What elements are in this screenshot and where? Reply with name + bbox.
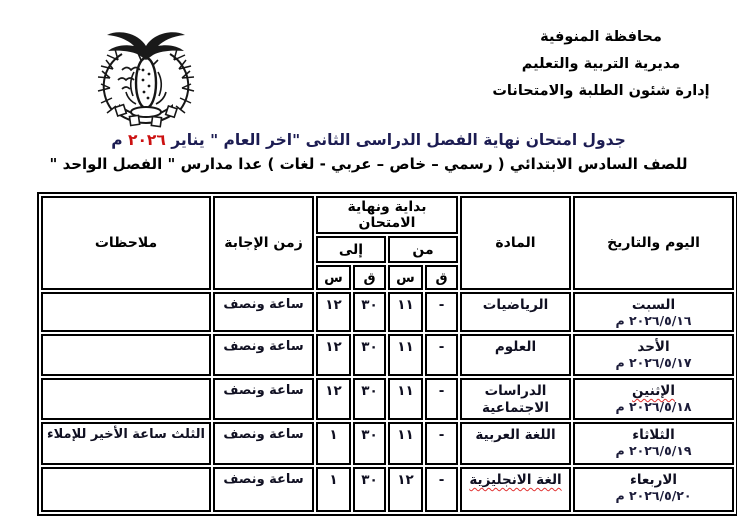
to-minute-cell: ٣٠ [353, 467, 386, 512]
from-minute-cell: - [425, 378, 458, 420]
from-minute-cell: - [425, 422, 458, 465]
subtitle-grade-line: للصف السادس الابتدائي ( رسمي – خاص – عرب… [49, 155, 688, 173]
to-hour-cell: ١٢ [316, 378, 351, 420]
table-row: الإثنين ٢٠٢٦/٥/١٨ م الدراسات الاجتماعية … [41, 378, 734, 420]
to-minute-cell: ٣٠ [353, 334, 386, 376]
header-to: إلى [316, 236, 386, 263]
emblem-logo [86, 20, 206, 134]
notes-cell [41, 334, 211, 376]
title-year: ٢٠٢٦ [128, 131, 166, 149]
subject-cell: اللغة العربية [460, 422, 571, 465]
to-hour-cell: ١ [316, 422, 351, 465]
org-header: محافظة المنوفية مديرية التربية والتعليم … [471, 24, 731, 105]
day-date: ٢٠٢٦/٥/٢٠ م [615, 488, 692, 503]
header-duration: زمن الإجابة [213, 196, 314, 290]
header-day-date: اليوم والتاريخ [573, 196, 734, 290]
from-minute-cell: - [425, 292, 458, 332]
notes-cell [41, 467, 211, 512]
day-date: ٢٠٢٦/٥/١٨ م [615, 399, 692, 414]
header-from-minute: ق [425, 265, 458, 290]
from-hour-cell: ١١ [388, 422, 423, 465]
duration-cell: ساعة ونصف [213, 334, 314, 376]
header-subject: المادة [460, 196, 571, 290]
table-row: الثلاثاء ٢٠٢٦/٥/١٩ م اللغة العربية - ١١ … [41, 422, 734, 465]
document-titles: جدول امتحان نهاية الفصل الدراسى الثانى "… [0, 131, 737, 173]
subject-cell: الغة الانجليزية [460, 467, 571, 512]
day-name: الاربعاء [629, 472, 678, 488]
subject-cell: الرياضيات [460, 292, 571, 332]
day-date: ٢٠٢٦/٥/١٦ م [615, 313, 692, 328]
subject-cell: العلوم [460, 334, 571, 376]
to-minute-cell: ٣٠ [353, 422, 386, 465]
main-title: جدول امتحان نهاية الفصل الدراسى الثانى "… [0, 131, 737, 149]
header-exam-time-group: بداية ونهاية الامتحان [316, 196, 458, 234]
day-date: ٢٠٢٦/٥/١٧ م [615, 355, 692, 370]
day-name-spellcheck: الإثنين [632, 383, 675, 399]
duration-cell: ساعة ونصف [213, 467, 314, 512]
to-minute-cell: ٣٠ [353, 292, 386, 332]
org-line-administration: إدارة شئون الطلبة والامتحانات [492, 83, 710, 99]
exam-schedule-document: { "org": { "lines": [ "محافظة المنوفية",… [0, 20, 737, 516]
org-line-governorate: محافظة المنوفية [540, 29, 662, 45]
from-hour-cell: ١٢ [388, 467, 423, 512]
from-minute-cell: - [425, 334, 458, 376]
day-date: ٢٠٢٦/٥/١٩ م [615, 443, 692, 458]
day-cell: الأحد ٢٠٢٦/٥/١٧ م [573, 334, 734, 376]
table-row: الأحد ٢٠٢٦/٥/١٧ م العلوم - ١١ ٣٠ ١٢ ساعة… [41, 334, 734, 376]
day-cell: الإثنين ٢٠٢٦/٥/١٨ م [573, 378, 734, 420]
to-minute-cell: ٣٠ [353, 378, 386, 420]
subject-spellcheck: الغة الانجليزية [469, 472, 562, 488]
to-hour-cell: ١٢ [316, 334, 351, 376]
table-row: الاربعاء ٢٠٢٦/٥/٢٠ م الغة الانجليزية - ١… [41, 467, 734, 512]
duration-cell: ساعة ونصف [213, 422, 314, 465]
header-to-hour: س [316, 265, 351, 290]
notes-cell [41, 378, 211, 420]
day-cell: الثلاثاء ٢٠٢٦/٥/١٩ م [573, 422, 734, 465]
from-hour-cell: ١١ [388, 292, 423, 332]
exam-schedule-table-wrap: اليوم والتاريخ المادة بداية ونهاية الامت… [37, 192, 737, 516]
org-line-directorate: مديرية التربية والتعليم [521, 56, 681, 72]
from-hour-cell: ١١ [388, 378, 423, 420]
day-name: الأحد [637, 339, 670, 355]
table-row: السبت ٢٠٢٦/٥/١٦ م الرياضيات - ١١ ٣٠ ١٢ س… [41, 292, 734, 332]
to-hour-cell: ١ [316, 467, 351, 512]
to-hour-cell: ١٢ [316, 292, 351, 332]
day-cell: السبت ٢٠٢٦/٥/١٦ م [573, 292, 734, 332]
header-notes: ملاحظات [41, 196, 211, 290]
day-cell: الاربعاء ٢٠٢٦/٥/٢٠ م [573, 467, 734, 512]
main-title-text: جدول امتحان نهاية الفصل الدراسى الثانى "… [165, 131, 626, 149]
duration-cell: ساعة ونصف [213, 378, 314, 420]
header-from: من [388, 236, 458, 263]
notes-cell [41, 292, 211, 332]
day-name: الثلاثاء [632, 427, 675, 443]
day-name: السبت [631, 297, 676, 313]
from-minute-cell: - [425, 467, 458, 512]
header-from-hour: س [388, 265, 423, 290]
notes-cell: الثلث ساعة الأخير للإملاء [41, 422, 211, 465]
duration-cell: ساعة ونصف [213, 292, 314, 332]
subject-cell: الدراسات الاجتماعية [460, 378, 571, 420]
eagle-wheat-gear-emblem-icon [97, 32, 195, 128]
exam-schedule-table: اليوم والتاريخ المادة بداية ونهاية الامت… [37, 192, 737, 516]
title-era-suffix: م [111, 131, 128, 149]
header-to-minute: ق [353, 265, 386, 290]
from-hour-cell: ١١ [388, 334, 423, 376]
